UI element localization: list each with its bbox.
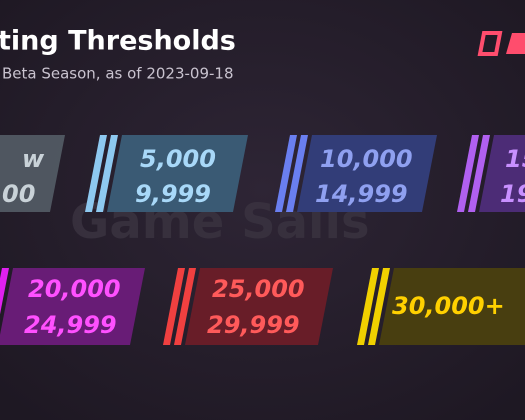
stripe [96,135,118,212]
tile [0,268,145,345]
tile-text: w [22,145,45,173]
title: ting Thresholds [0,26,236,57]
tile-text: 25,000 [212,275,305,303]
tile-text: 30,000+ [392,292,505,320]
tile [0,135,65,212]
tile-text: 9,999 [135,180,211,208]
tile-text: 15 [505,145,525,173]
stripe [357,268,379,345]
tile-text: 14,999 [315,180,408,208]
stripe [286,135,308,212]
stripe [468,135,490,212]
tile [297,135,437,212]
tile-text: 24,999 [24,311,117,339]
tile-text: 5,000 [140,145,216,173]
stripe [275,135,297,212]
tile-text: 00 [2,180,35,208]
logo [477,31,525,56]
tile-text: 29,999 [207,311,300,339]
stripe [163,268,185,345]
tile-text: 20,000 [28,275,121,303]
stripe [174,268,196,345]
stripe [85,135,107,212]
tile-text: 19 [500,180,525,208]
tile-text: 10,000 [320,145,413,173]
tile [479,135,525,212]
tile [379,268,525,345]
tile [107,135,248,212]
stripe [0,268,9,315]
subtitle: Beta Season, as of 2023-09-18 [2,65,234,83]
stripe [457,135,479,212]
tile [185,268,333,345]
stripe [368,268,390,345]
